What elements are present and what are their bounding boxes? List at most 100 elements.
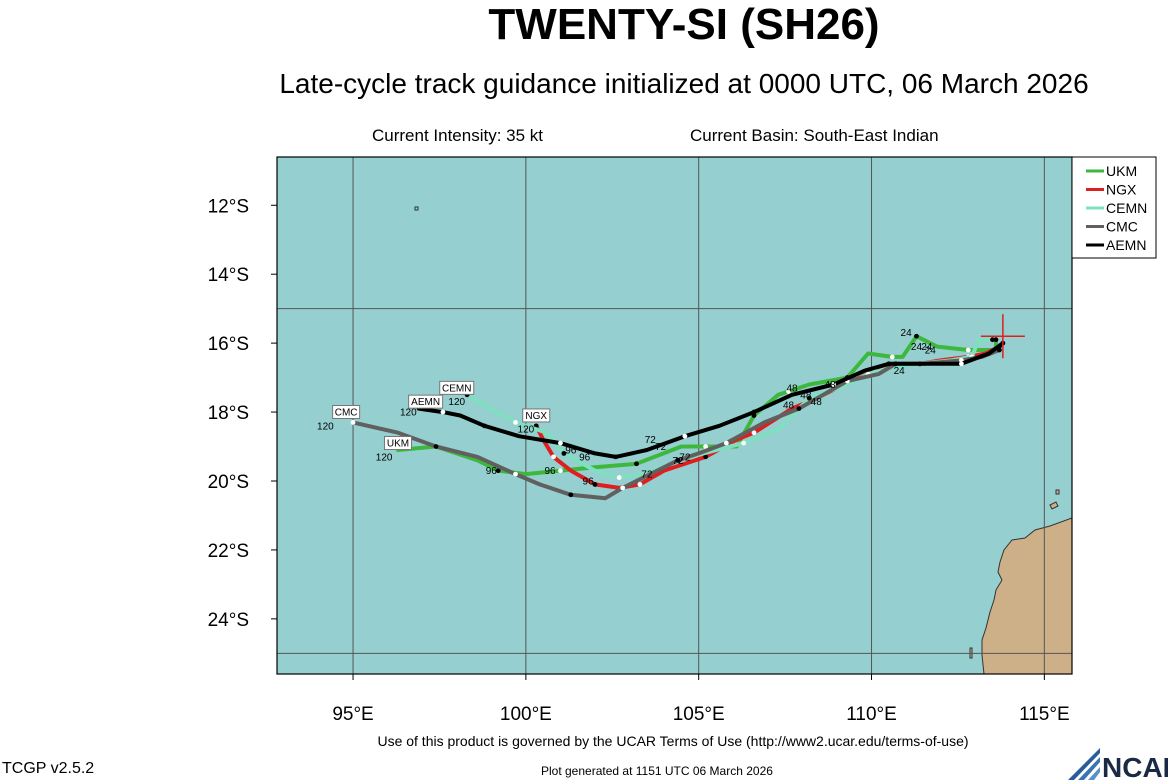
forecast-hour-label: 24 [894, 366, 906, 377]
track-labels: 24487296120UKM24487296120NGX24487296120C… [317, 328, 936, 487]
ocean-background [277, 157, 1072, 674]
x-tick-label: 105°E [673, 704, 725, 725]
island-1 [1055, 489, 1060, 495]
forecast-hour-label: 96 [565, 445, 577, 456]
forecast-hour-label: 48 [786, 383, 798, 394]
track-point [616, 475, 622, 480]
map-subtitle: Late-cycle track guidance initialized at… [279, 68, 1089, 99]
track-point [440, 409, 446, 415]
track-lines [350, 333, 1006, 501]
legend-label-cemn: CEMN [1106, 200, 1147, 216]
track-point [561, 451, 567, 456]
forecast-hour-label: 120 [518, 425, 535, 436]
track-point [703, 454, 709, 460]
forecast-hour-label: 120 [400, 408, 417, 419]
model-tag-cmc: CMC [335, 408, 358, 419]
legend: UKM NGX CEMN CMC AEMN [1071, 156, 1157, 259]
forecast-hour-label: 24 [925, 345, 937, 356]
track-point [568, 492, 574, 498]
y-tick-label: 20°S [208, 472, 249, 493]
x-tick-label: 115°E [1019, 704, 1070, 725]
track-point [786, 388, 791, 394]
track-point [433, 444, 439, 449]
y-tick-label: 24°S [208, 610, 249, 631]
generated-time: Plot generated at 1151 UTC 06 March 2026 [541, 764, 773, 778]
y-tick-label: 16°S [208, 334, 249, 355]
version-label: TCGP v2.5.2 [2, 760, 95, 777]
terms-of-use-notice: Use of this product is governed by the U… [377, 733, 969, 749]
forecast-hour-label: 24 [921, 342, 933, 353]
legend-label-ngx: NGX [1106, 182, 1137, 198]
track-point [558, 440, 563, 446]
track-point [703, 444, 709, 449]
track-point [741, 440, 747, 446]
track-point [682, 433, 688, 439]
forecast-hour-label: 120 [376, 452, 393, 463]
track-point [723, 440, 729, 446]
track-point [806, 395, 812, 401]
x-tick-label: 100°E [500, 704, 552, 725]
forecast-hour-label: 72 [655, 442, 667, 453]
track-point [551, 454, 556, 460]
track-aemn [416, 341, 1005, 459]
track-point [886, 361, 892, 367]
track-point [889, 354, 895, 360]
track-point [513, 419, 518, 425]
island-2 [1049, 501, 1059, 510]
ncar-logo: NCAR [1068, 748, 1168, 780]
x-tick-label: 110°E [846, 704, 897, 725]
ncar-logo-mark [1068, 748, 1100, 780]
forecast-hour-label: 24 [911, 342, 923, 353]
y-tick-label: 18°S [208, 403, 249, 424]
track-point [751, 409, 757, 415]
x-tick-label: 95°E [332, 704, 373, 725]
track-point [481, 423, 487, 429]
model-tag-aemn: AEMN [411, 397, 440, 408]
track-point [495, 468, 501, 474]
forecast-hour-label: 120 [448, 397, 465, 408]
legend-label-cmc: CMC [1106, 219, 1138, 235]
forecast-hour-label: 48 [800, 390, 812, 401]
model-tag-box [332, 405, 361, 419]
track-point [796, 406, 802, 412]
island-3 [414, 206, 419, 211]
y-tick-label: 14°S [208, 265, 249, 286]
track-point [592, 482, 598, 487]
forecast-hour-label: 96 [545, 466, 557, 477]
axis-ticks: 95°E 100°E 105°E 110°E 115°E 12°S 14°S 16°S 18°S… [208, 196, 1070, 725]
forecast-hour-label: 96 [579, 452, 591, 463]
model-tag-box [439, 380, 475, 395]
track-point [637, 482, 643, 487]
model-tag-cemn: CEMN [442, 383, 471, 394]
current-position-marker [980, 314, 1025, 359]
track-point [613, 454, 619, 460]
forecast-hour-label: 72 [672, 456, 684, 467]
track-point [990, 337, 995, 343]
current-basin: Current Basin: South-East Indian [690, 126, 939, 145]
track-point [751, 430, 757, 436]
map-title: TWENTY-SI (SH26) [488, 0, 880, 49]
model-tag-box [522, 408, 551, 423]
forecast-hour-label: 48 [824, 380, 836, 391]
forecast-hour-label: 72 [679, 452, 691, 463]
forecast-hour-label: 72 [641, 470, 653, 481]
track-point [634, 461, 639, 467]
legend-label-ukm: UKM [1106, 163, 1137, 179]
track-point [993, 337, 999, 343]
model-tag-box [383, 436, 412, 451]
current-intensity: Current Intensity: 35 kt [372, 126, 544, 145]
y-tick-label: 12°S [208, 196, 249, 217]
track-point [965, 347, 971, 353]
forecast-hour-label: 120 [317, 421, 334, 432]
track-point [558, 468, 563, 474]
ncar-logo-text: NCAR [1102, 752, 1168, 780]
track-point [620, 485, 626, 491]
legend-label-aemn: AEMN [1106, 237, 1146, 253]
track-point [914, 333, 919, 339]
forecast-hour-label: 72 [645, 435, 657, 446]
model-tag-box [408, 394, 444, 409]
forecast-hour-label: 96 [583, 476, 595, 487]
land-layer [414, 206, 1072, 674]
track-point [958, 361, 964, 367]
